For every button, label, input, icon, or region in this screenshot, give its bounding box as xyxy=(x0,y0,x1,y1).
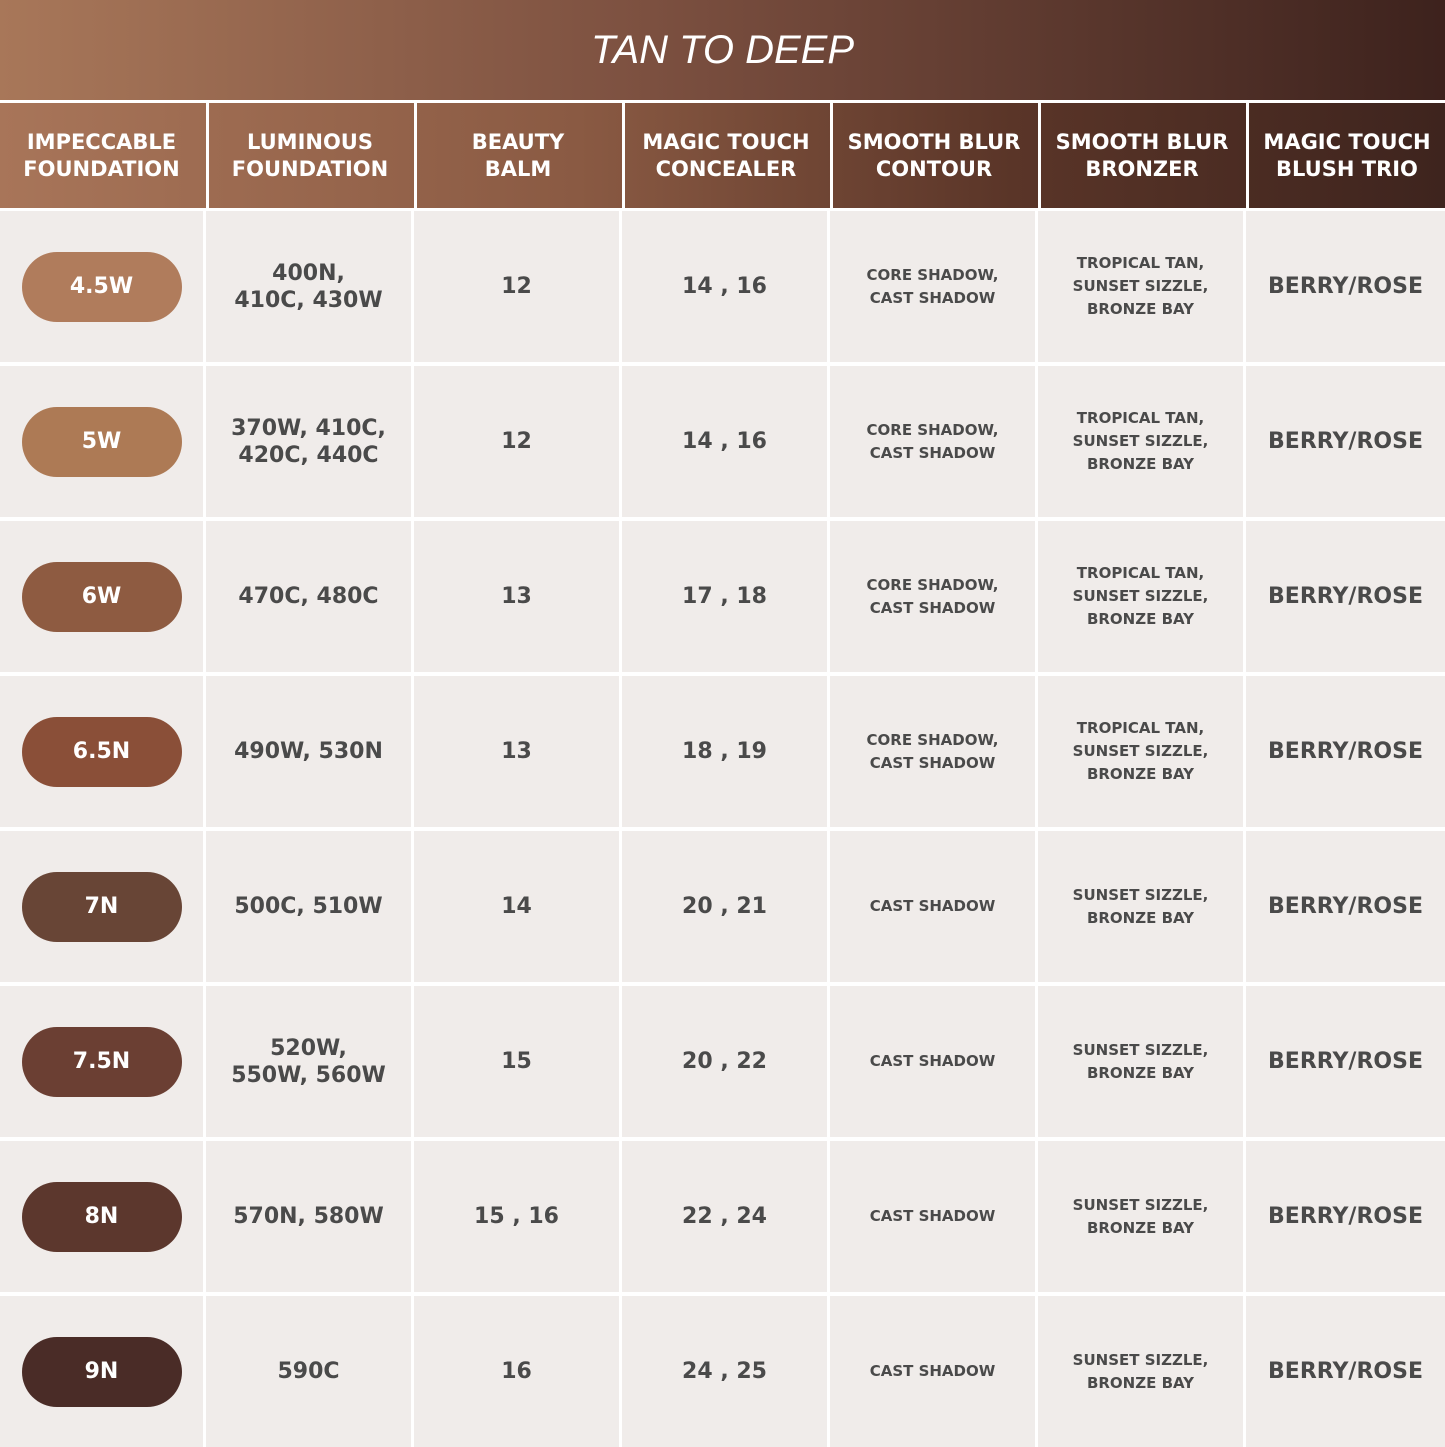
cell: 490W, 530N xyxy=(206,676,411,827)
cell: 16 xyxy=(414,1296,619,1447)
column-header: BEAUTY BALM xyxy=(414,103,619,208)
shade-pill: 6.5N xyxy=(21,716,182,787)
cell: TROPICAL TAN, SUNSET SIZZLE, BRONZE BAY xyxy=(1038,211,1243,362)
cell: SUNSET SIZZLE, BRONZE BAY xyxy=(1038,1296,1243,1447)
cell: BERRY/ROSE xyxy=(1246,521,1445,672)
cell: 400N, 410C, 430W xyxy=(206,211,411,362)
shade-cell: 7N xyxy=(0,831,203,982)
cell: 13 xyxy=(414,521,619,672)
shade-cell: 5W xyxy=(0,366,203,517)
shade-pill: 5W xyxy=(21,406,182,477)
cell: CAST SHADOW xyxy=(830,986,1035,1137)
cell: CORE SHADOW, CAST SHADOW xyxy=(830,676,1035,827)
cell: 24 , 25 xyxy=(622,1296,827,1447)
header-row: IMPECCABLE FOUNDATION LUMINOUS FOUNDATION… xyxy=(0,103,1445,208)
shade-pill: 7N xyxy=(21,871,182,942)
cell: SUNSET SIZZLE, BRONZE BAY xyxy=(1038,1141,1243,1292)
cell: BERRY/ROSE xyxy=(1246,1141,1445,1292)
column-header: SMOOTH BLUR CONTOUR xyxy=(830,103,1035,208)
cell: 18 , 19 xyxy=(622,676,827,827)
shade-cell: 4.5W xyxy=(0,211,203,362)
cell: TROPICAL TAN, SUNSET SIZZLE, BRONZE BAY xyxy=(1038,521,1243,672)
cell: BERRY/ROSE xyxy=(1246,986,1445,1137)
shade-cell: 7.5N xyxy=(0,986,203,1137)
table-body: 4.5W 400N, 410C, 430W 12 14 , 16 CORE SHADOW… xyxy=(0,211,1445,1447)
cell: 14 xyxy=(414,831,619,982)
cell: SUNSET SIZZLE, BRONZE BAY xyxy=(1038,831,1243,982)
column-header: SMOOTH BLUR BRONZER xyxy=(1038,103,1243,208)
cell: 15 , 16 xyxy=(414,1141,619,1292)
cell: TROPICAL TAN, SUNSET SIZZLE, BRONZE BAY xyxy=(1038,366,1243,517)
column-header: MAGIC TOUCH BLUSH TRIO xyxy=(1246,103,1445,208)
column-header: MAGIC TOUCH CONCEALER xyxy=(622,103,827,208)
shade-pill: 4.5W xyxy=(21,251,182,322)
cell: BERRY/ROSE xyxy=(1246,211,1445,362)
column-header: IMPECCABLE FOUNDATION xyxy=(23,129,180,181)
cell: 13 xyxy=(414,676,619,827)
column-header: LUMINOUS FOUNDATION xyxy=(206,103,411,208)
cell: CORE SHADOW, CAST SHADOW xyxy=(830,366,1035,517)
shade-cell: 8N xyxy=(0,1141,203,1292)
cell: 370W, 410C, 420C, 440C xyxy=(206,366,411,517)
cell: 570N, 580W xyxy=(206,1141,411,1292)
cell: 22 , 24 xyxy=(622,1141,827,1292)
cell: CORE SHADOW, CAST SHADOW xyxy=(830,521,1035,672)
cell: 15 xyxy=(414,986,619,1137)
cell: 590C xyxy=(206,1296,411,1447)
cell: BERRY/ROSE xyxy=(1246,366,1445,517)
cell: TROPICAL TAN, SUNSET SIZZLE, BRONZE BAY xyxy=(1038,676,1243,827)
cell: BERRY/ROSE xyxy=(1246,1296,1445,1447)
cell: 12 xyxy=(414,211,619,362)
cell: CAST SHADOW xyxy=(830,831,1035,982)
cell: BERRY/ROSE xyxy=(1246,676,1445,827)
cell: CAST SHADOW xyxy=(830,1296,1035,1447)
cell: 20 , 22 xyxy=(622,986,827,1137)
cell: 500C, 510W xyxy=(206,831,411,982)
cell: 20 , 21 xyxy=(622,831,827,982)
cell: 12 xyxy=(414,366,619,517)
cell: 14 , 16 xyxy=(622,211,827,362)
shade-pill: 6W xyxy=(21,561,182,632)
shade-pill: 8N xyxy=(21,1181,182,1252)
cell: SUNSET SIZZLE, BRONZE BAY xyxy=(1038,986,1243,1137)
cell: 14 , 16 xyxy=(622,366,827,517)
cell: CORE SHADOW, CAST SHADOW xyxy=(830,211,1035,362)
shade-cell: 9N xyxy=(0,1296,203,1447)
cell: BERRY/ROSE xyxy=(1246,831,1445,982)
shade-pill: 9N xyxy=(21,1336,182,1407)
cell: CAST SHADOW xyxy=(830,1141,1035,1292)
shade-cell: 6W xyxy=(0,521,203,672)
cell: 17 , 18 xyxy=(622,521,827,672)
cell: 470C, 480C xyxy=(206,521,411,672)
shade-pill: 7.5N xyxy=(21,1026,182,1097)
title: TAN TO DEEP xyxy=(0,0,1445,100)
cell: 520W, 550W, 560W xyxy=(206,986,411,1137)
shade-cell: 6.5N xyxy=(0,676,203,827)
